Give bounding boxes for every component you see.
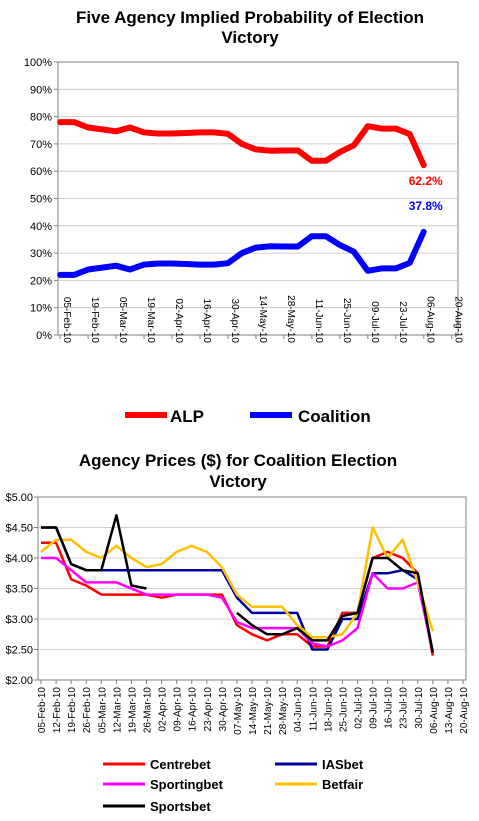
chart1-x-tick-label: 05-Mar-10 (117, 297, 128, 344)
chart2-x-tick-label: 12-Mar-10 (112, 687, 123, 734)
chart2-title-line1: Agency Prices ($) for Coalition Election (79, 451, 397, 470)
chart1-x-tick-label: 30-Apr-10 (229, 299, 240, 344)
chart2-x-tick-label: 18-Jun-10 (323, 687, 334, 732)
legend-sportsbet-label: Sportsbet (150, 799, 211, 814)
chart2-x-tick-label: 26-Feb-10 (82, 687, 93, 734)
chart1-y-tick-label: 90% (30, 84, 52, 96)
chart2-title-line2: Victory (209, 472, 267, 491)
chart2-x-tick-label: 20-Aug-10 (459, 687, 470, 734)
chart1-title-line1: Five Agency Implied Probability of Elect… (76, 8, 424, 27)
chart2-y-tick-label: $3.00 (5, 614, 33, 626)
chart2-x-tick-label: 16-Jul-10 (384, 687, 395, 729)
chart2-x-tick-label: 13-Aug-10 (444, 687, 455, 734)
chart2-x-tick-label: 12-Feb-10 (52, 687, 63, 734)
chart1-x-tick-label: 06-Aug-10 (425, 296, 436, 343)
chart1-y-tick-label: 60% (30, 166, 52, 178)
chart1-y-tick-label: 100% (24, 57, 52, 69)
chart1-y-tick-label: 0% (36, 330, 52, 342)
chart2-x-tick-label: 14-May-10 (248, 687, 259, 735)
series-line-coalition (57, 228, 427, 278)
chart2-x-tick-label: 06-Aug-10 (429, 687, 440, 734)
series-line-alp (57, 119, 427, 169)
chart1-x-tick-label: 28-May-10 (285, 295, 296, 343)
chart2-y-tick-label: $2.50 (5, 645, 33, 657)
chart2-x-tick-label: 25-Jun-10 (338, 687, 349, 732)
chart2-x-tick-label: 09-Jul-10 (369, 687, 380, 729)
chart2-x-tick-label: 30-Apr-10 (218, 687, 229, 732)
legend-centrebet-label: Centrebet (150, 757, 211, 772)
chart2-x-tick-label: 23-Jul-10 (399, 687, 410, 729)
chart1-x-tick-label: 19-Feb-10 (89, 297, 100, 344)
chart2-x-tick-label: 21-May-10 (263, 687, 274, 735)
chart2-x-tick-label: 02-Apr-10 (158, 687, 169, 732)
chart1-y-tick-label: 30% (30, 248, 52, 260)
chart2-y-tick-label: $2.00 (5, 675, 33, 687)
chart2-x-tick-label: 23-Apr-10 (203, 687, 214, 732)
chart1-y-tick-label: 40% (30, 221, 52, 233)
chart2-y-tick-label: $5.00 (5, 492, 33, 504)
chart2-x-tick-label: 07-May-10 (233, 687, 244, 735)
chart1-x-tick-label: 11-Jun-10 (313, 299, 324, 344)
chart1-x-tick-label: 25-Jun-10 (341, 298, 352, 343)
legend-iasbet-label: IASbet (322, 757, 364, 772)
chart1-x-tick-label: 09-Jul-10 (369, 301, 380, 343)
chart2-x-tick-label: 05-Mar-10 (97, 687, 108, 734)
chart1-y-tick-label: 80% (30, 112, 52, 124)
legend-alp-label: ALP (170, 407, 204, 426)
legend-sportingbet-label: Sportingbet (150, 777, 224, 792)
chart1-x-tick-label: 05-Feb-10 (61, 297, 72, 344)
chart1-x-tick-label: 23-Jul-10 (397, 301, 408, 343)
chart2-y-tick-label: $4.00 (5, 553, 33, 565)
chart2-x-tick-label: 16-Apr-10 (188, 687, 199, 732)
data-label-alp: 62.2% (409, 174, 443, 188)
series-line-sportsbet (41, 514, 435, 653)
chart1-y-tick-label: 20% (30, 275, 52, 287)
chart1-x-tick-label: 16-Apr-10 (201, 299, 212, 344)
chart1-x-tick-label: 20-Aug-10 (453, 296, 464, 343)
chart2-x-tick-label: 02-Jul-10 (353, 687, 364, 729)
series-line-sportingbet (41, 556, 435, 653)
chart2-x-tick-label: 05-Feb-10 (37, 687, 48, 734)
chart1-x-tick-label: 02-Apr-10 (173, 299, 184, 344)
chart2-x-tick-label: 28-May-10 (278, 687, 289, 735)
chart1-x-tick-label: 19-Mar-10 (145, 297, 156, 344)
chart2-x-tick-label: 30-Jul-10 (414, 687, 425, 729)
chart2-x-tick-label: 19-Feb-10 (67, 687, 78, 734)
chart1-y-tick-label: 10% (30, 303, 52, 315)
chart2-x-tick-label: 11-Jun-10 (308, 687, 319, 732)
chart2-x-tick-label: 04-Jun-10 (293, 687, 304, 732)
legend-betfair-label: Betfair (322, 777, 363, 792)
chart1-x-tick-label: 14-May-10 (257, 295, 268, 343)
chart1-title-line2: Victory (221, 28, 279, 47)
legend-coalition-label: Coalition (298, 407, 371, 426)
chart1-y-tick-label: 50% (30, 194, 52, 206)
chart2-x-tick-label: 26-Mar-10 (143, 687, 154, 734)
chart2-x-tick-label: 09-Apr-10 (173, 687, 184, 732)
chart2-y-tick-label: $4.50 (5, 523, 33, 535)
chart2-y-tick-label: $3.50 (5, 584, 33, 596)
data-label-coalition: 37.8% (409, 199, 443, 213)
chart1-y-tick-label: 70% (30, 139, 52, 151)
chart2-x-tick-label: 19-Mar-10 (127, 687, 138, 734)
